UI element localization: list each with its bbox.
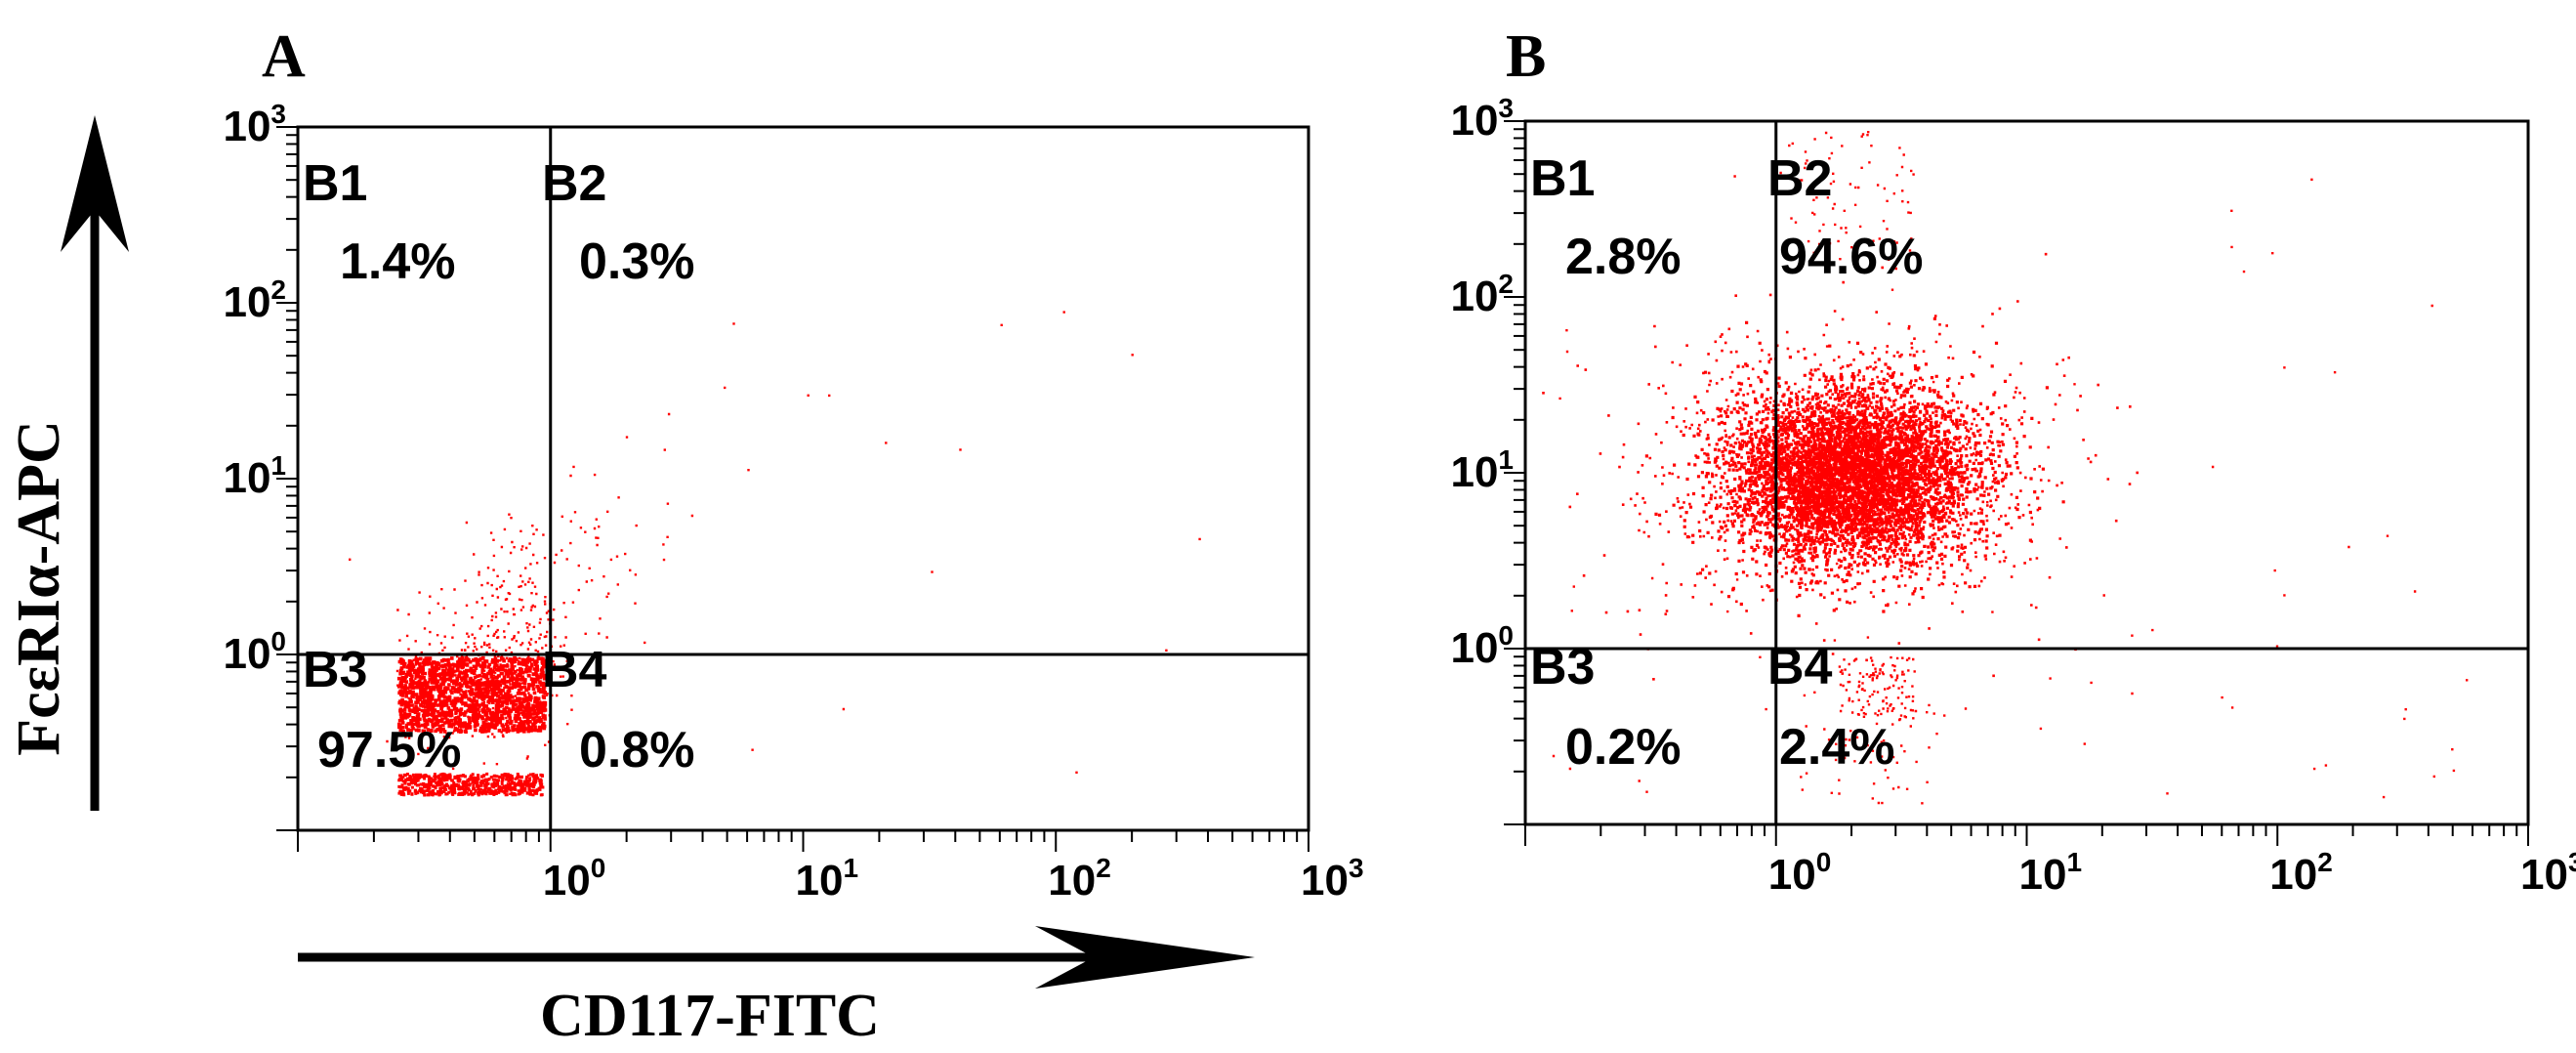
x-axis-tick-label: 100 <box>543 853 606 905</box>
panel-b-b4-name: B4 <box>1767 639 1833 695</box>
panel-b-b3-name: B3 <box>1530 639 1595 695</box>
panel-a-event-dots <box>349 311 1201 797</box>
panel-b-b1-percent: 2.8% <box>1565 229 1682 285</box>
panel-a-b1-name: B1 <box>303 155 367 212</box>
panel-a-plot: 100 101 102 103 100 101 102 103 B1 1.4% B2 0.3%… <box>223 99 1363 905</box>
panel-a-ticks: 100 101 102 103 100 101 102 103 <box>223 99 1363 905</box>
panel-a-events <box>349 311 1201 797</box>
panel-b-b2-name: B2 <box>1767 150 1832 207</box>
x-axis-tick-label: 100 <box>1768 847 1832 899</box>
panel-b-ticks: 100 101 102 103 100 101 102 103 <box>1450 93 2576 899</box>
panel-label-a: A <box>262 23 306 90</box>
x-axis-tick-label: 102 <box>1048 853 1111 905</box>
x-axis-tick-label: 103 <box>2520 847 2576 899</box>
panel-a-b4-percent: 0.8% <box>579 722 695 779</box>
y-axis-tick-label: 102 <box>1450 269 1514 320</box>
panel-a-b3-name: B3 <box>303 642 367 698</box>
panel-b-b1-name: B1 <box>1530 150 1595 207</box>
panel-label-b: B <box>1506 23 1546 90</box>
y-axis-arrow <box>61 115 129 811</box>
panel-a-b2-name: B2 <box>542 155 606 212</box>
y-axis-tick-label: 101 <box>1450 444 1514 496</box>
panel-a-b1-percent: 1.4% <box>340 233 456 290</box>
panel-a-b2-percent: 0.3% <box>579 233 695 290</box>
x-axis-tick-label: 103 <box>1301 853 1364 905</box>
y-axis-tick-label: 100 <box>1450 620 1514 672</box>
panel-a-b4-name: B4 <box>542 642 607 698</box>
y-axis-tick-label: 101 <box>223 450 286 502</box>
x-axis-title: CD117-FITC <box>540 983 880 1049</box>
y-axis-tick-label: 100 <box>223 626 286 678</box>
panel-b-b3-percent: 0.2% <box>1565 719 1682 776</box>
y-axis-tick-label: 103 <box>1450 93 1514 145</box>
x-axis-arrow <box>298 926 1255 989</box>
y-axis-tick-label: 103 <box>223 99 286 150</box>
panel-b-plot: 100 101 102 103 100 101 102 103 B1 2.8% B2 94.6… <box>1450 93 2576 899</box>
x-axis-tick-label: 101 <box>2019 847 2083 899</box>
y-axis-tick-label: 102 <box>223 274 286 326</box>
y-axis-title: FcεRIα-APC <box>6 420 72 755</box>
x-axis-tick-label: 102 <box>2269 847 2333 899</box>
x-axis-tick-label: 101 <box>796 853 859 905</box>
panel-a-b3-percent: 97.5% <box>317 722 461 779</box>
panel-b-b4-percent: 2.4% <box>1779 719 1895 776</box>
panel-b-b2-percent: 94.6% <box>1779 229 1923 285</box>
